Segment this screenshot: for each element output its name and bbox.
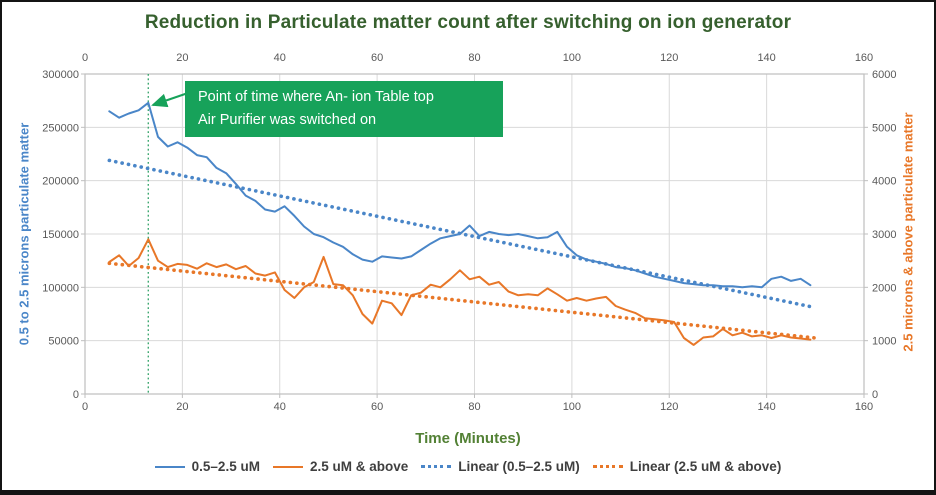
x-tick-label-bottom: 80	[468, 401, 480, 413]
annotation-callout: Point of time where An- ion Table top Ai…	[185, 81, 503, 137]
x-tick-label-top: 160	[855, 52, 873, 64]
series-line-orange	[108, 238, 812, 346]
x-tick-label-bottom: 120	[660, 401, 678, 413]
x-tick-label-top: 100	[563, 52, 581, 64]
orange-line-swatch-icon	[272, 465, 303, 468]
x-tick-label-top: 60	[371, 52, 383, 64]
y-right-tick-label: 1000	[872, 336, 896, 348]
legend-label: 0.5–2.5 uM	[191, 459, 260, 474]
annotation-line1: Point of time where An- ion Table top	[198, 89, 434, 105]
y-left-tick-label: 200000	[42, 176, 79, 188]
y-right-tick-label: 4000	[872, 176, 896, 188]
annotation-arrow-icon	[151, 92, 189, 108]
x-tick-label-bottom: 20	[176, 401, 188, 413]
legend-label: 2.5 uM & above	[309, 459, 409, 474]
x-tick-label-top: 120	[660, 52, 678, 64]
y-left-tick-label: 100000	[42, 282, 79, 294]
x-tick-label-top: 0	[82, 52, 88, 64]
legend-item-blue-series: 0.5–2.5 uM	[154, 459, 260, 474]
left-axis-title: 0.5 to 2.5 microns particulate matter	[16, 122, 32, 346]
y-left-tick-label: 150000	[42, 229, 79, 241]
x-tick-label-bottom: 40	[274, 401, 286, 413]
y-left-tick-label: 50000	[48, 336, 79, 348]
legend-label: Linear (0.5–2.5 uM)	[458, 459, 580, 474]
right-axis-title: 2.5 microns & above particulate matter	[900, 112, 916, 352]
y-right-tick-label: 6000	[872, 69, 896, 81]
x-tick-label-bottom: 140	[757, 401, 775, 413]
x-tick-label-bottom: 160	[855, 401, 873, 413]
blue-dotted-swatch-icon	[421, 465, 452, 468]
y-right-tick-label: 2000	[872, 282, 896, 294]
x-tick-label-bottom: 0	[82, 401, 88, 413]
y-left-tick-label: 300000	[42, 69, 79, 81]
y-right-tick-label: 3000	[872, 229, 896, 241]
chart-title: Reduction in Particulate matter count af…	[144, 12, 792, 33]
x-tick-label-top: 40	[274, 52, 286, 64]
x-tick-label-top: 20	[176, 52, 188, 64]
legend-label: Linear (2.5 uM & above)	[629, 459, 782, 474]
trendline-orange	[107, 261, 818, 340]
x-tick-label-bottom: 60	[371, 401, 383, 413]
x-tick-label-top: 140	[757, 52, 775, 64]
y-left-tick-label: 0	[73, 389, 79, 401]
annotation-line2: Air Purifier was switched on	[198, 112, 377, 129]
orange-dotted-swatch-icon	[592, 465, 623, 468]
y-left-tick-label: 250000	[42, 122, 79, 134]
y-right-tick-label: 0	[872, 389, 878, 401]
legend-item-orange-series: 2.5 uM & above	[272, 459, 409, 474]
blue-line-swatch-icon	[154, 465, 185, 468]
legend: 0.5–2.5 uM 2.5 uM & above Linear (0.5–2.…	[2, 459, 934, 474]
x-tick-label-bottom: 100	[563, 401, 581, 413]
legend-item-orange-trend: Linear (2.5 uM & above)	[592, 459, 782, 474]
x-tick-label-top: 80	[468, 52, 480, 64]
legend-item-blue-trend: Linear (0.5–2.5 uM)	[421, 459, 580, 474]
y-right-tick-label: 5000	[872, 122, 896, 134]
x-axis-title: Time (Minutes)	[415, 430, 521, 447]
